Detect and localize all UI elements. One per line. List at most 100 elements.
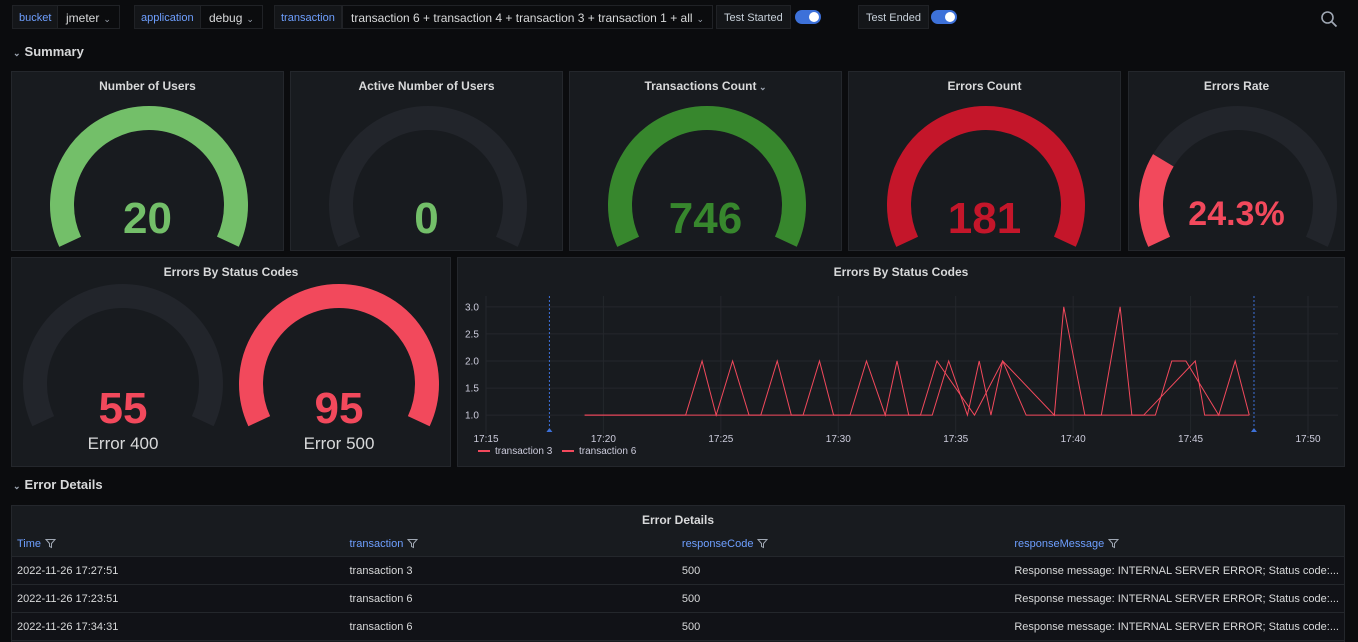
- annotation-marker-icon[interactable]: [546, 428, 553, 432]
- application-label: application: [134, 5, 201, 29]
- variables-toolbar: bucket jmeter ⌄ application debug ⌄ transa…: [0, 0, 1358, 36]
- table-row[interactable]: 2022-11-26 17:23:51 transaction 6 500 Re…: [12, 584, 1344, 613]
- gauge: [1138, 106, 1337, 247]
- application-select[interactable]: debug ⌄: [200, 5, 263, 29]
- x-tick-label: 17:20: [591, 434, 616, 445]
- cell-time: 2022-11-26 17:34:31: [12, 612, 345, 641]
- column-header-response-message[interactable]: responseMessage: [1009, 531, 1344, 557]
- gauge-fill: [607, 106, 806, 247]
- legend-label: transaction 3: [495, 446, 553, 457]
- legend-label: transaction 6: [579, 446, 637, 457]
- gauge-fill: [1138, 154, 1174, 247]
- row-summary-title: Summary: [24, 44, 84, 59]
- legend-swatch: [478, 450, 490, 453]
- row-error-details[interactable]: ⌄ Error Details: [13, 477, 103, 492]
- cell-transaction: transaction 3: [344, 556, 677, 585]
- column-header-response-code[interactable]: responseCode: [676, 531, 1010, 557]
- y-tick-label: 3.0: [465, 302, 479, 313]
- table-row[interactable]: 2022-11-26 17:27:51 transaction 3 500 Re…: [12, 556, 1344, 585]
- panel-title: Active Number of Users: [358, 79, 495, 93]
- stat-panel-number-of-users: Number of Users 20: [11, 71, 284, 251]
- x-tick-label: 17:40: [1061, 434, 1086, 445]
- x-tick-label: 17:25: [708, 434, 733, 445]
- search-icon[interactable]: [1320, 10, 1338, 28]
- y-tick-label: 1.0: [465, 411, 479, 422]
- line-chart: 1.0 1.5 2.0 2.5 3.0 17:15 17:20 17:25 17:30 17:35…: [465, 296, 1338, 445]
- stat-panel-errors-count: Errors Count 181: [848, 71, 1121, 251]
- x-tick-label: 17:30: [826, 434, 851, 445]
- chevron-down-icon: ⌄: [103, 14, 111, 24]
- status-gauge-value: 95: [314, 384, 364, 433]
- x-tick-label: 17:45: [1178, 434, 1203, 445]
- chevron-down-icon: ⌄: [246, 14, 254, 24]
- panel-title: Error Details: [641, 513, 715, 527]
- y-tick-label: 1.5: [465, 384, 479, 395]
- test-started-label: Test Started: [716, 5, 791, 29]
- stat-panel-active-number-of-users: Active Number of Users 0: [290, 71, 563, 251]
- gauge-fill: [886, 106, 1085, 247]
- panel-title: Errors Rate: [1203, 79, 1270, 93]
- series-line-transaction-3: [584, 306, 1250, 418]
- stat-value: 0: [414, 194, 439, 243]
- cell-response-message: Response message: INTERNAL SERVER ERROR;…: [1009, 612, 1344, 641]
- test-ended-toggle[interactable]: [931, 10, 957, 24]
- error-details-table: Time transaction responseCode responseMe…: [12, 531, 1344, 641]
- table-header-row: Time transaction responseCode responseMe…: [12, 531, 1344, 557]
- row-summary[interactable]: ⌄ Summary: [13, 44, 84, 59]
- cell-time: 2022-11-26 17:23:51: [12, 584, 345, 613]
- stat-value: 24.3%: [1188, 195, 1285, 233]
- y-tick-label: 2.5: [465, 329, 479, 340]
- chevron-down-icon[interactable]: ⌄: [756, 82, 767, 92]
- gauge-fill: [239, 284, 439, 427]
- panel-title: Number of Users: [99, 79, 196, 93]
- cell-response-code: 500: [676, 556, 1010, 585]
- column-label: transaction: [349, 537, 404, 550]
- panel-title: Transactions Count ⌄: [644, 79, 767, 93]
- table-row[interactable]: 2022-11-26 17:34:31 transaction 6 500 Re…: [12, 612, 1344, 641]
- gauge: [886, 106, 1085, 247]
- bucket-value: jmeter: [66, 11, 100, 25]
- annotation-marker-icon[interactable]: [1250, 428, 1257, 432]
- column-header-transaction[interactable]: transaction: [344, 531, 677, 557]
- cell-response-message: Response message: INTERNAL SERVER ERROR;…: [1009, 584, 1344, 613]
- status-gauge: [23, 284, 223, 427]
- x-tick-label: 17:35: [943, 434, 968, 445]
- gauge: [49, 106, 248, 247]
- filter-icon[interactable]: [45, 538, 57, 549]
- column-label: Time: [17, 537, 42, 550]
- row-error-details-title: Error Details: [24, 477, 103, 492]
- filter-icon[interactable]: [757, 538, 769, 549]
- chart-title: Errors By Status Codes: [833, 265, 969, 279]
- gauge-track: [328, 106, 527, 247]
- legend-item-transaction-3[interactable]: transaction 3: [478, 446, 552, 457]
- status-gauge: [239, 284, 439, 427]
- status-gauge-label: Error 400: [87, 434, 159, 453]
- filter-icon[interactable]: [407, 538, 419, 549]
- test-started-toggle[interactable]: [795, 10, 821, 24]
- gauge: [607, 106, 806, 247]
- bucket-select[interactable]: jmeter ⌄: [57, 5, 120, 29]
- panel-title: Errors By Status Codes: [163, 265, 299, 279]
- stat-panel-transactions-count: Transactions Count ⌄ 746: [569, 71, 842, 251]
- stat-value: 20: [123, 194, 172, 243]
- stat-value: 181: [947, 194, 1022, 243]
- application-value: debug: [209, 11, 243, 25]
- gauge-track: [23, 284, 223, 427]
- legend-item-transaction-6[interactable]: transaction 6: [562, 446, 636, 457]
- chevron-down-icon: ⌄: [696, 14, 705, 24]
- transaction-label: transaction: [274, 5, 342, 29]
- stat-value: 746: [668, 194, 743, 243]
- chevron-down-icon: ⌄: [13, 481, 21, 491]
- status-codes-chart-panel: Errors By Status Codes 1.0 1.5 2.0 2.5 3.0 17…: [457, 257, 1345, 467]
- column-label: responseMessage: [1014, 537, 1105, 550]
- test-ended-label: Test Ended: [858, 5, 930, 29]
- transaction-select[interactable]: transaction 6 + transaction 4 + transact…: [342, 5, 714, 29]
- filter-icon[interactable]: [1108, 538, 1120, 549]
- column-header-time[interactable]: Time: [12, 531, 345, 557]
- cell-response-code: 500: [676, 612, 1010, 641]
- cell-response-message: Response message: INTERNAL SERVER ERROR;…: [1009, 556, 1344, 585]
- gauge-fill: [49, 106, 248, 247]
- cell-response-code: 500: [676, 584, 1010, 613]
- cell-transaction: transaction 6: [344, 612, 677, 641]
- x-tick-label: 17:15: [473, 434, 498, 445]
